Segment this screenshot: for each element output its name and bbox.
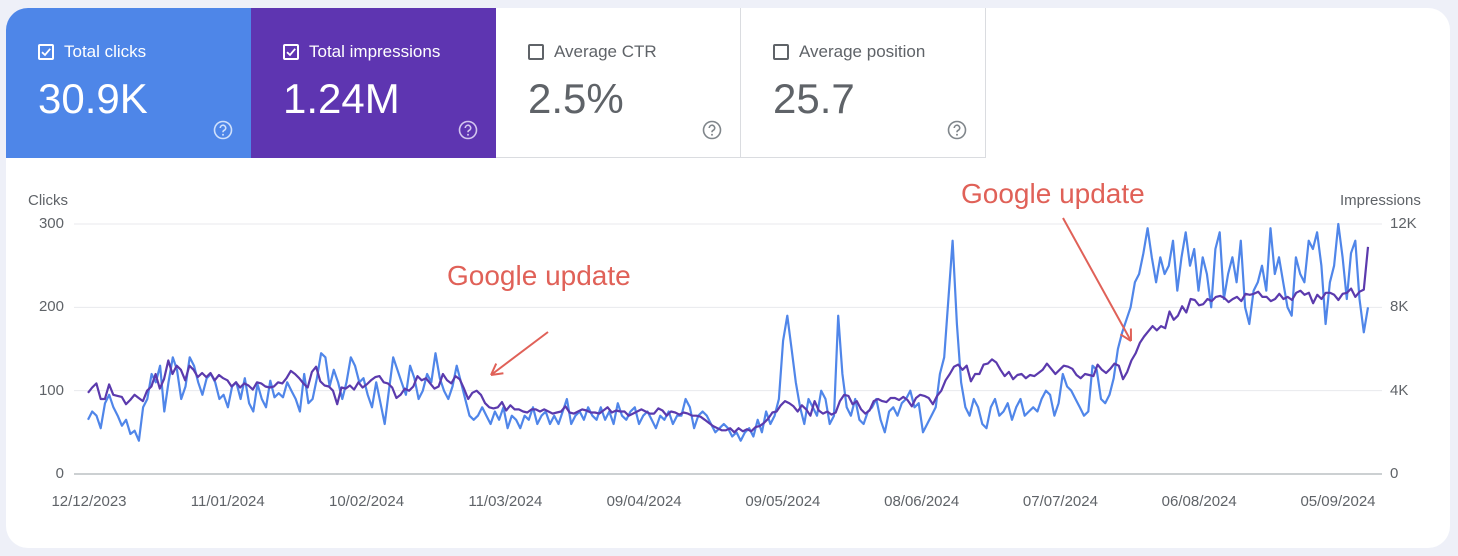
x-tick-label: 11/01/2024 <box>190 493 265 510</box>
performance-panel: Total clicks 30.9K Total impressions 1.2… <box>6 8 1450 548</box>
series-line-total-clicks <box>87 222 1370 442</box>
arrow-icon <box>490 331 549 376</box>
left-axis-title: Clicks <box>28 192 68 209</box>
help-circle-icon[interactable] <box>947 120 967 140</box>
arrow-icon <box>1062 217 1132 342</box>
check-icon[interactable] <box>283 44 299 60</box>
metric-label: Total clicks <box>64 42 147 61</box>
x-tick-label: 11/03/2024 <box>468 493 543 510</box>
x-tick-label: 10/02/2024 <box>329 493 405 510</box>
x-tick-label: 09/05/2024 <box>745 493 821 510</box>
metric-card-average-ctr[interactable]: Average CTR 2.5% <box>496 8 741 158</box>
metric-checkbox-row[interactable]: Average position <box>773 42 925 62</box>
x-tick-label: 09/04/2024 <box>606 493 682 510</box>
x-tick-label: 07/07/2024 <box>1022 493 1098 510</box>
performance-chart <box>74 217 1382 475</box>
annotation-google-update-2: Google update <box>961 178 1145 209</box>
metric-card-total-impressions[interactable]: Total impressions 1.24M <box>251 8 496 158</box>
help-circle-icon[interactable] <box>458 120 478 140</box>
metric-checkbox-row[interactable]: Total impressions <box>283 42 440 62</box>
left-tick-label: 300 <box>38 215 64 232</box>
right-tick-label: 12K <box>1390 215 1417 232</box>
metric-card-total-clicks[interactable]: Total clicks 30.9K <box>6 8 251 158</box>
help-circle-icon[interactable] <box>702 120 722 140</box>
metric-label: Average CTR <box>554 42 657 61</box>
series-line-total-impressions <box>87 246 1370 434</box>
metric-label: Average position <box>799 42 926 61</box>
annotation-google-update-1: Google update <box>447 260 631 291</box>
metric-value: 30.9K <box>38 75 148 122</box>
metric-checkbox-row[interactable]: Total clicks <box>38 42 146 62</box>
metric-value: 2.5% <box>528 75 624 122</box>
metric-label: Total impressions <box>309 42 441 61</box>
left-tick-label: 100 <box>38 381 64 399</box>
x-tick-label: 05/09/2024 <box>1300 493 1376 510</box>
left-tick-label: 200 <box>38 298 64 316</box>
x-tick-label: 06/08/2024 <box>1161 493 1237 510</box>
right-tick-label: 8K <box>1390 298 1409 316</box>
check-icon[interactable] <box>38 44 54 60</box>
metric-value: 1.24M <box>283 75 400 122</box>
metric-card-average-position[interactable]: Average position 25.7 <box>741 8 986 158</box>
x-tick-label: 08/06/2024 <box>884 493 960 510</box>
metric-checkbox-row[interactable]: Average CTR <box>528 42 657 62</box>
checkbox-empty-icon[interactable] <box>528 44 544 60</box>
checkbox-empty-icon[interactable] <box>773 44 789 60</box>
left-tick-label: 0 <box>55 465 64 482</box>
right-axis-title: Impressions <box>1340 192 1421 209</box>
x-tick-label: 12/12/2023 <box>51 493 127 510</box>
right-tick-label: 4K <box>1390 381 1409 399</box>
help-circle-icon[interactable] <box>213 120 233 140</box>
right-tick-label: 0 <box>1390 465 1399 482</box>
metric-value: 25.7 <box>773 75 855 122</box>
